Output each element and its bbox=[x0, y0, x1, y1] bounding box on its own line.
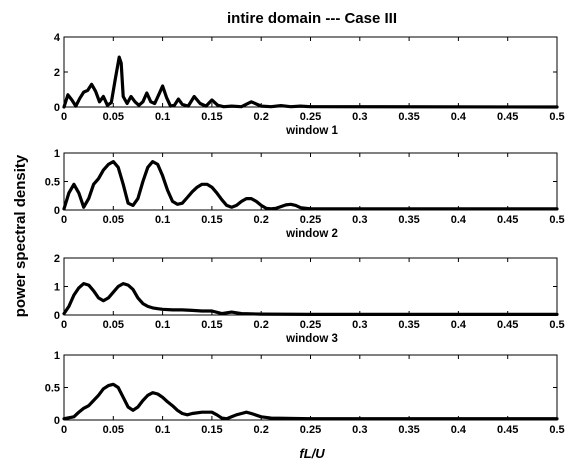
x-tick-label: 0.5 bbox=[549, 319, 564, 331]
x-tick-label: 0.05 bbox=[103, 111, 124, 123]
x-tick-label: 0.45 bbox=[497, 319, 518, 331]
x-tick-label: 0.05 bbox=[103, 424, 124, 436]
x-tick-label: 0.2 bbox=[254, 214, 269, 226]
x-tick-label: 0.45 bbox=[497, 424, 518, 436]
figure-title: intire domain --- Case III bbox=[227, 10, 397, 27]
x-tick-label: 0.1 bbox=[155, 111, 170, 123]
x-tick-label: 0.45 bbox=[497, 111, 518, 123]
plot-frame bbox=[63, 354, 558, 421]
x-tick-label: 0.5 bbox=[549, 424, 564, 436]
x-tick-label: 0.5 bbox=[549, 214, 564, 226]
y-tick-label: 0 bbox=[54, 102, 60, 114]
y-tick-label: 1 bbox=[54, 350, 60, 362]
x-tick-label: 0.4 bbox=[451, 111, 467, 123]
subplot-2: 0 0.05 0.1 0.15 0.2 0.25 0.3 0.35 0.4 0.45 0.5 0 0.5… bbox=[45, 148, 565, 240]
x-tick-label: 0.05 bbox=[103, 319, 124, 331]
plot-frame bbox=[63, 36, 558, 108]
y-tick-label: 4 bbox=[54, 32, 61, 44]
series-line-panel-3 bbox=[62, 282, 559, 316]
x-tick-label: 0.3 bbox=[352, 319, 367, 331]
series-line-panel-2 bbox=[62, 160, 559, 211]
x-tick-label: 0.15 bbox=[201, 214, 222, 226]
x-tick-label: 0.3 bbox=[352, 424, 367, 436]
x-tick-label: 0.25 bbox=[300, 424, 321, 436]
x-tick-label: 0.15 bbox=[201, 319, 222, 331]
x-tick-label: 0.2 bbox=[254, 111, 269, 123]
x-axis-label: fL/U bbox=[299, 446, 325, 461]
y-tick-label: 2 bbox=[54, 253, 60, 265]
y-tick-label: 0.5 bbox=[45, 177, 60, 189]
window-label: window 2 bbox=[285, 228, 338, 240]
subplot-group: 0 0.05 0.1 0.15 0.2 0.25 0.3 0.35 0.4 0.45 0.5 0 2 4 w… bbox=[45, 32, 565, 436]
subplot-1: 0 0.05 0.1 0.15 0.2 0.25 0.3 0.35 0.4 0.45 0.5 0 2 4 w… bbox=[54, 32, 565, 137]
x-tick-label: 0 bbox=[61, 424, 67, 436]
x-tick-label: 0.4 bbox=[451, 424, 467, 436]
x-tick-label: 0.3 bbox=[352, 214, 367, 226]
y-tick-label: 0 bbox=[54, 310, 60, 322]
x-tick-label: 0.35 bbox=[398, 319, 419, 331]
y-axis-label: power spectral density bbox=[12, 154, 29, 317]
x-tick-label: 0.15 bbox=[201, 424, 222, 436]
series-line-panel-1 bbox=[62, 55, 559, 109]
y-tick-label: 1 bbox=[54, 148, 60, 160]
y-tick-label: 0.5 bbox=[45, 383, 60, 395]
y-tick-label: 2 bbox=[54, 67, 60, 79]
x-tick-label: 0.5 bbox=[549, 111, 564, 123]
x-tick-label: 0.35 bbox=[398, 111, 419, 123]
subplot-3: 0 0.05 0.1 0.15 0.2 0.25 0.3 0.35 0.4 0.45 0.5 0 1 2 w… bbox=[54, 253, 565, 345]
plot-frame bbox=[63, 257, 558, 316]
x-tick-label: 0 bbox=[61, 214, 67, 226]
x-tick-label: 0.1 bbox=[155, 424, 170, 436]
y-tick-label: 0 bbox=[54, 205, 60, 217]
x-tick-label: 0.15 bbox=[201, 111, 222, 123]
x-tick-label: 0.3 bbox=[352, 111, 367, 123]
subplot-4: 0 0.05 0.1 0.15 0.2 0.25 0.3 0.35 0.4 0.45 0.5 0 0.5… bbox=[45, 350, 565, 436]
window-label: window 1 bbox=[285, 125, 338, 137]
plot-frame bbox=[63, 152, 558, 211]
x-tick-label: 0.25 bbox=[300, 319, 321, 331]
window-label: window 3 bbox=[285, 333, 338, 345]
x-tick-label: 0.35 bbox=[398, 424, 419, 436]
x-tick-label: 0.25 bbox=[300, 111, 321, 123]
x-tick-label: 0.2 bbox=[254, 319, 269, 331]
x-tick-label: 0.2 bbox=[254, 424, 269, 436]
x-tick-label: 0 bbox=[61, 111, 67, 123]
x-tick-label: 0.25 bbox=[300, 214, 321, 226]
x-tick-label: 0.4 bbox=[451, 319, 467, 331]
x-tick-label: 0.35 bbox=[398, 214, 419, 226]
x-tick-label: 0.45 bbox=[497, 214, 518, 226]
x-tick-label: 0 bbox=[61, 319, 67, 331]
x-tick-label: 0.1 bbox=[155, 214, 170, 226]
x-tick-label: 0.05 bbox=[103, 214, 124, 226]
y-tick-label: 0 bbox=[54, 415, 60, 427]
y-tick-label: 1 bbox=[54, 282, 60, 294]
x-tick-label: 0.4 bbox=[451, 214, 467, 226]
series-line-panel-4 bbox=[62, 382, 559, 421]
x-tick-label: 0.1 bbox=[155, 319, 170, 331]
